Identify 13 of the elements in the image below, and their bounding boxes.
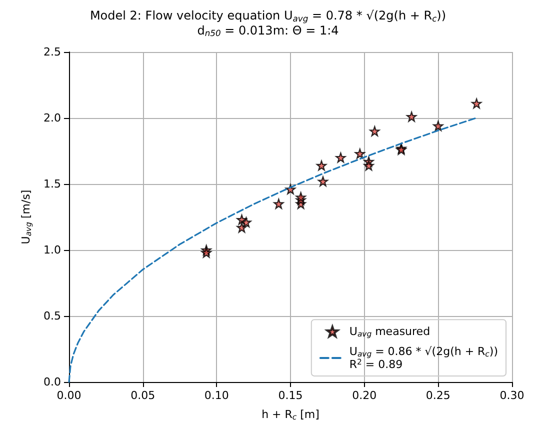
y-tick-label: 1.0 — [44, 244, 61, 256]
y-tick-label: 0.0 — [44, 376, 61, 388]
x-tick-label: 0.30 — [500, 389, 524, 402]
y-tick-label: 1.5 — [44, 178, 61, 190]
x-tick-label: 0.00 — [56, 389, 82, 402]
y-tick-label: 2.5 — [44, 46, 61, 58]
y-tick-label: 2.0 — [44, 112, 61, 124]
x-tick-label: 0.15 — [278, 389, 303, 402]
x-tick-label: 0.20 — [352, 389, 377, 402]
x-tick-label: 0.10 — [204, 389, 229, 402]
x-tick-label: 0.25 — [426, 389, 450, 402]
y-tick-label: 0.5 — [44, 310, 61, 322]
x-tick-label: 0.05 — [130, 389, 156, 402]
